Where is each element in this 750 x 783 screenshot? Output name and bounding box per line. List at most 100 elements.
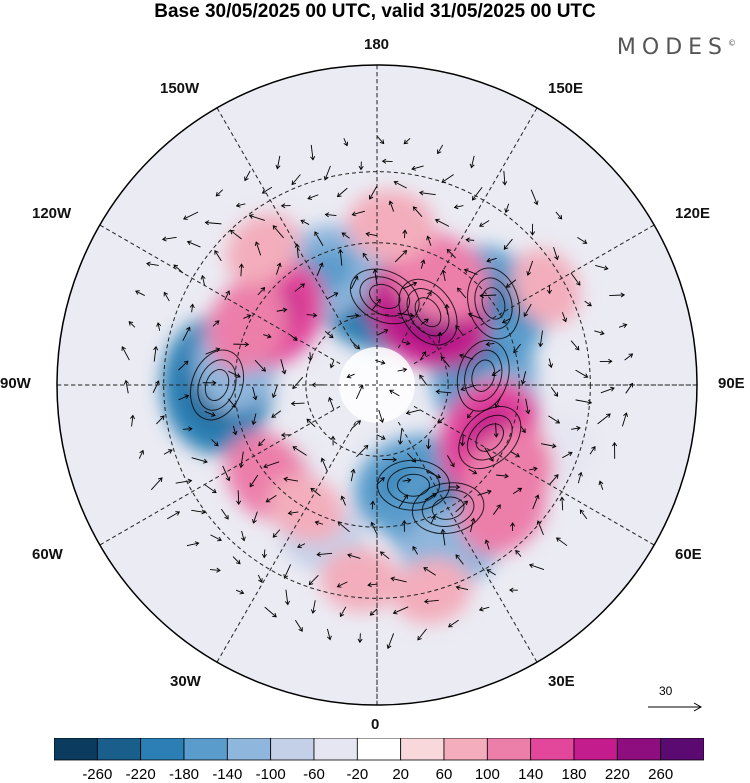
wind-arrow (276, 155, 281, 169)
wind-arrow (210, 534, 222, 541)
colorbar-label: -140 (212, 766, 243, 783)
meridian-line (397, 107, 538, 349)
wind-arrow-head (521, 428, 526, 434)
wind-arrow-head (608, 358, 613, 364)
brand-text: MODES (616, 35, 728, 60)
wind-arrow-head (183, 360, 189, 366)
wind-arrow (389, 201, 395, 212)
wind-arrow-head (235, 202, 241, 208)
wind-arrow-head (329, 363, 335, 369)
wind-arrow-head (300, 219, 306, 225)
wind-arrow (376, 434, 386, 440)
wind-arrow-head (526, 271, 532, 276)
wind-arrow-head (393, 180, 399, 186)
wind-arrow-head (392, 457, 398, 463)
wind-arrow (182, 327, 191, 341)
wind-arrow-head (128, 321, 134, 326)
wind-arrow-head (479, 293, 484, 299)
wind-arrow (191, 509, 206, 513)
wind-arrow-head (440, 356, 446, 361)
wind-arrow (495, 422, 497, 437)
wind-arrow-head (486, 489, 492, 495)
wind-arrow-head (402, 250, 408, 255)
wind-arrow (399, 428, 403, 445)
wind-arrow-head (294, 243, 300, 248)
colorbar-swatch (140, 738, 185, 761)
wind-arrow-head (291, 180, 297, 186)
wind-arrow (214, 250, 222, 262)
wind-arrow-head (272, 225, 278, 230)
wind-arrow-head (411, 457, 417, 463)
wind-arrow (371, 501, 374, 510)
wind-arrow (479, 606, 490, 611)
wind-arrow (232, 556, 241, 565)
wind-arrow-head (284, 600, 290, 606)
wind-arrow-head (272, 612, 277, 618)
wind-arrow-head (598, 480, 604, 486)
wind-arrow-head (562, 317, 568, 323)
wind-arrow-head (555, 419, 561, 424)
wind-arrow (527, 260, 534, 276)
wind-arrow-head (251, 420, 257, 426)
wind-arrow-head (283, 476, 288, 482)
wind-arrow-head (369, 611, 375, 616)
wind-arrow (438, 332, 441, 344)
wind-arrow-head (248, 214, 254, 219)
anomaly-blob (392, 558, 472, 624)
wind-arrow-head (467, 413, 472, 419)
wind-arrow (310, 488, 321, 497)
streamline-loop (349, 268, 420, 325)
wind-arrow-head (260, 287, 266, 292)
streamline-loop (197, 359, 237, 411)
wind-arrow (512, 487, 522, 495)
wind-arrow (351, 341, 360, 349)
wind-arrow-head (225, 476, 231, 482)
wind-arrow (407, 452, 416, 463)
wind-arrow-head (214, 250, 219, 255)
polar-cap (339, 347, 415, 423)
wind-arrow-head (467, 312, 473, 318)
wind-arrow (230, 230, 242, 240)
wind-arrow-head (314, 520, 320, 526)
wind-arrow (240, 264, 243, 277)
wind-arrow-head (300, 283, 305, 288)
anomaly-layer (161, 190, 594, 624)
wind-arrow (131, 415, 134, 427)
wind-arrow (337, 581, 348, 588)
wind-arrow (486, 257, 497, 262)
wind-arrow (440, 356, 450, 368)
wind-arrow-head (146, 261, 151, 267)
wind-arrow (548, 358, 552, 368)
streamline-loop (464, 349, 503, 402)
wind-arrow (153, 346, 157, 362)
wind-arrow-head (347, 553, 352, 559)
wind-arrow-head (362, 252, 368, 258)
wind-arrow (378, 409, 384, 423)
wind-arrow (456, 586, 469, 591)
wind-arrow (121, 346, 130, 361)
colorbar-swatch (54, 738, 98, 761)
wind-arrow (412, 546, 418, 555)
wind-arrow-head (310, 156, 316, 161)
wind-arrow-head (583, 373, 589, 378)
wind-arrow-head (353, 275, 359, 281)
wind-arrow (448, 619, 459, 628)
wind-arrow-head (297, 543, 302, 549)
lon-label-60w: 60W (32, 546, 63, 563)
wind-arrow (589, 446, 596, 455)
wind-arrow (369, 185, 378, 200)
wind-arrow (570, 272, 581, 286)
wind-arrow (341, 496, 347, 506)
wind-arrow-head (271, 413, 276, 418)
wind-arrow-head (185, 326, 191, 332)
wind-arrow-head (525, 409, 531, 415)
wind-arrow (461, 434, 464, 446)
wind-arrow-head (271, 393, 277, 399)
wind-arrow-head (504, 473, 509, 479)
wind-arrow-head (554, 474, 559, 479)
wind-arrow (263, 461, 280, 468)
wind-arrow (584, 300, 592, 307)
colorbar-swatch (313, 738, 358, 761)
wind-arrow-head (341, 232, 347, 237)
wind-arrow-head (358, 384, 364, 390)
